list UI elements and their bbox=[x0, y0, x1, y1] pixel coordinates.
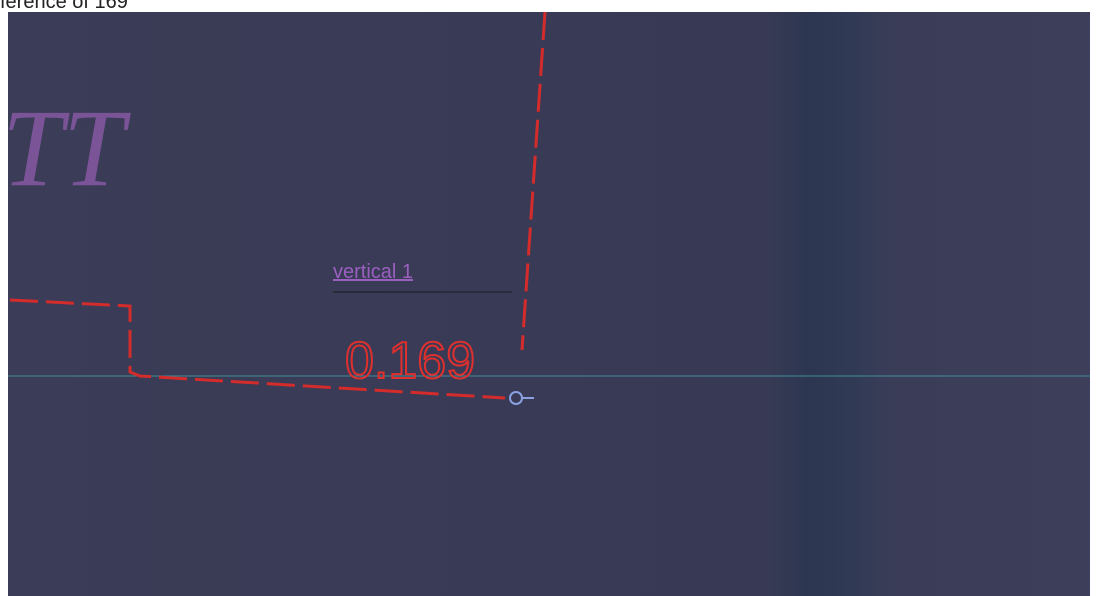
viewport-background bbox=[8, 12, 1090, 596]
cad-viewport: TT vertical 1 0.169 bbox=[0, 0, 1097, 596]
constraint-label[interactable]: vertical 1 bbox=[333, 261, 413, 283]
dimension-value[interactable]: 0.169 bbox=[345, 332, 475, 390]
page: ference of 169 TT vertical 1 0.169 (() =… bbox=[0, 0, 1097, 596]
drawing-glyph: TT bbox=[2, 87, 131, 209]
